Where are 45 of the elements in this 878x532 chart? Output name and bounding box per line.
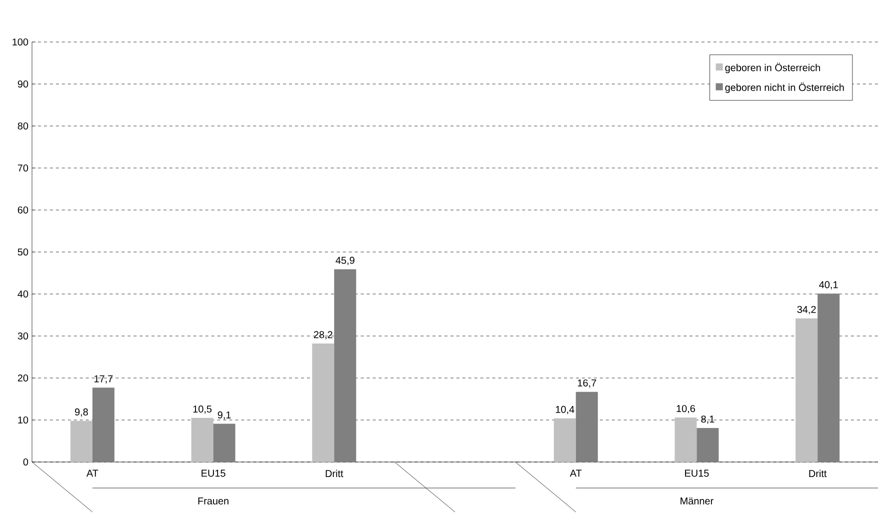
bar (92, 388, 114, 462)
x-tick-label: AT (570, 470, 582, 477)
bar (213, 424, 236, 462)
data-label: 28,2 (314, 331, 332, 340)
x-tick-label: EU15 (202, 470, 226, 477)
data-label: 9,1 (218, 411, 231, 420)
y-tick-label: 50 (18, 248, 28, 256)
x-tick-label: AT (86, 470, 98, 477)
bar (796, 318, 818, 462)
data-label: 17,7 (94, 375, 113, 384)
x-tick-label: Dritt (809, 470, 827, 478)
data-label: 10,6 (676, 405, 695, 414)
bar (191, 418, 214, 462)
y-tick-label: 30 (18, 332, 28, 340)
y-tick-label: 70 (18, 164, 28, 172)
y-tick-label: 60 (18, 206, 28, 214)
data-label: 9,8 (74, 408, 88, 417)
legend-label: geboren nicht in Österreich (725, 82, 844, 93)
data-label: 45,9 (336, 256, 354, 266)
x-tick-label: EU15 (685, 470, 709, 477)
data-label: 40,1 (819, 281, 838, 290)
legend-label: geboren in Österreich (725, 62, 820, 74)
bar (674, 417, 697, 462)
text: Männer (680, 498, 714, 504)
x-tick-label: Dritt (326, 470, 344, 478)
y-tick-label: 10 (18, 416, 28, 424)
text: Frauen (198, 498, 228, 504)
y-tick-label: 100 (12, 38, 28, 46)
y-tick-label: 0 (23, 458, 28, 466)
y-tick-label: 20 (18, 374, 28, 382)
y-tick-label: 40 (18, 290, 28, 298)
bar (70, 420, 92, 462)
bar (696, 428, 719, 462)
bar (334, 269, 356, 462)
bar (576, 392, 598, 462)
y-tick-label: 80 (18, 122, 28, 130)
bar (554, 418, 576, 462)
data-label: 10,4 (556, 406, 574, 414)
data-label: 16,7 (578, 379, 596, 388)
bar (818, 294, 840, 462)
bar (312, 344, 334, 462)
data-label: 8,1 (701, 416, 714, 424)
data-label: 34,2 (797, 306, 816, 314)
data-label: 10,5 (193, 405, 212, 414)
y-tick-label: 90 (18, 80, 28, 88)
